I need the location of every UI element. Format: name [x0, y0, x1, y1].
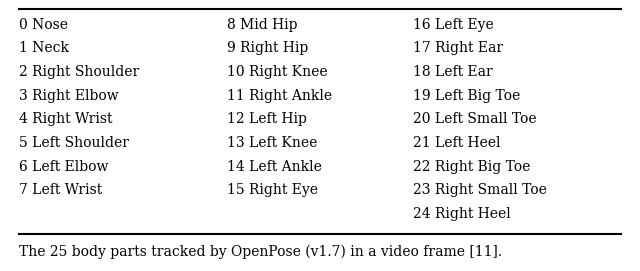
Text: 12 Left Hip: 12 Left Hip	[227, 112, 307, 126]
Text: 24 Right Heel: 24 Right Heel	[413, 207, 511, 221]
Text: 22 Right Big Toe: 22 Right Big Toe	[413, 160, 530, 174]
Text: 7 Left Wrist: 7 Left Wrist	[19, 183, 102, 198]
Text: 4 Right Wrist: 4 Right Wrist	[19, 112, 113, 126]
Text: 9 Right Hip: 9 Right Hip	[227, 41, 308, 55]
Text: 8 Mid Hip: 8 Mid Hip	[227, 18, 298, 32]
Text: 13 Left Knee: 13 Left Knee	[227, 136, 317, 150]
Text: 15 Right Eye: 15 Right Eye	[227, 183, 318, 198]
Text: 11 Right Ankle: 11 Right Ankle	[227, 89, 332, 103]
Text: 23 Right Small Toe: 23 Right Small Toe	[413, 183, 547, 198]
Text: 20 Left Small Toe: 20 Left Small Toe	[413, 112, 536, 126]
Text: 17 Right Ear: 17 Right Ear	[413, 41, 503, 55]
Text: 0 Nose: 0 Nose	[19, 18, 68, 32]
Text: 5 Left Shoulder: 5 Left Shoulder	[19, 136, 129, 150]
Text: 10 Right Knee: 10 Right Knee	[227, 65, 328, 79]
Text: 2 Right Shoulder: 2 Right Shoulder	[19, 65, 140, 79]
Text: 21 Left Heel: 21 Left Heel	[413, 136, 500, 150]
Text: The 25 body parts tracked by OpenPose (v1.7) in a video frame [11].: The 25 body parts tracked by OpenPose (v…	[19, 244, 502, 259]
Text: 16 Left Eye: 16 Left Eye	[413, 18, 493, 32]
Text: 18 Left Ear: 18 Left Ear	[413, 65, 493, 79]
Text: 3 Right Elbow: 3 Right Elbow	[19, 89, 119, 103]
Text: 1 Neck: 1 Neck	[19, 41, 69, 55]
Text: 14 Left Ankle: 14 Left Ankle	[227, 160, 322, 174]
Text: 19 Left Big Toe: 19 Left Big Toe	[413, 89, 520, 103]
Text: 6 Left Elbow: 6 Left Elbow	[19, 160, 109, 174]
